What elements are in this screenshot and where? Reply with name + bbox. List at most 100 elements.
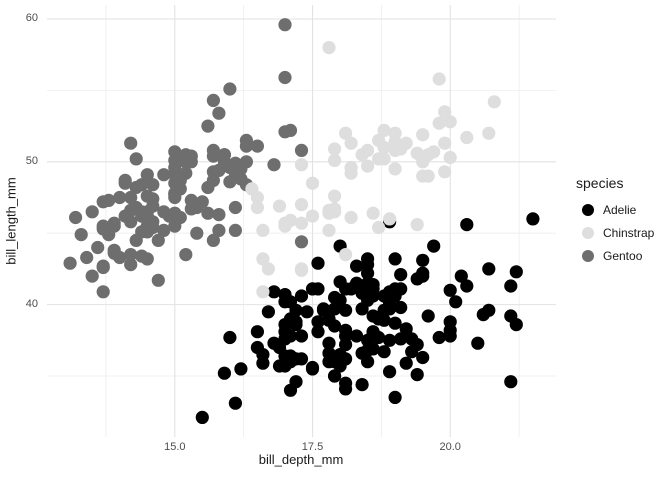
data-point-adelie bbox=[322, 355, 336, 369]
data-point-adelie bbox=[250, 340, 264, 355]
data-point-chinstrap bbox=[256, 223, 270, 237]
legend-title: species bbox=[576, 175, 624, 191]
data-point-chinstrap bbox=[432, 116, 446, 130]
data-point-adelie bbox=[399, 322, 413, 336]
data-point-gentoo bbox=[69, 210, 83, 225]
data-point-chinstrap bbox=[372, 220, 386, 235]
data-point-adelie bbox=[388, 316, 402, 330]
data-point-gentoo bbox=[278, 70, 292, 85]
data-point-gentoo bbox=[201, 180, 215, 195]
data-point-gentoo bbox=[96, 259, 110, 273]
data-point-adelie bbox=[366, 309, 380, 323]
data-point-chinstrap bbox=[294, 262, 309, 276]
data-point-gentoo bbox=[179, 248, 193, 262]
data-point-chinstrap bbox=[383, 212, 397, 226]
data-point-gentoo bbox=[157, 168, 171, 182]
data-point-chinstrap bbox=[410, 146, 424, 160]
data-point-chinstrap bbox=[272, 199, 287, 213]
data-point-chinstrap bbox=[421, 169, 435, 183]
x-axis-title: bill_depth_mm bbox=[258, 452, 344, 467]
data-point-gentoo bbox=[228, 223, 242, 237]
data-point-adelie bbox=[305, 282, 320, 296]
data-point-gentoo bbox=[206, 149, 220, 163]
data-point-adelie bbox=[388, 252, 402, 266]
data-point-adelie bbox=[283, 355, 298, 369]
data-point-gentoo bbox=[239, 133, 253, 147]
data-point-gentoo bbox=[135, 249, 149, 263]
data-point-chinstrap bbox=[388, 162, 402, 176]
data-point-adelie bbox=[460, 279, 474, 293]
data-point-gentoo bbox=[113, 190, 127, 205]
data-point-adelie bbox=[339, 376, 353, 390]
data-point-adelie bbox=[504, 375, 518, 389]
data-point-gentoo bbox=[217, 158, 231, 172]
data-point-chinstrap bbox=[294, 198, 309, 212]
data-point-gentoo bbox=[223, 175, 237, 189]
data-point-adelie bbox=[339, 303, 353, 317]
data-point-chinstrap bbox=[339, 248, 353, 262]
data-point-adelie bbox=[361, 333, 375, 347]
data-point-gentoo bbox=[168, 168, 182, 182]
x-tick-label: 20.0 bbox=[439, 441, 461, 453]
data-point-adelie bbox=[460, 218, 474, 232]
data-point-chinstrap bbox=[388, 143, 402, 157]
data-point-adelie bbox=[350, 259, 364, 273]
data-point-adelie bbox=[339, 282, 353, 296]
data-point-adelie bbox=[316, 302, 331, 316]
data-point-adelie bbox=[267, 336, 281, 350]
data-point-gentoo bbox=[212, 223, 226, 237]
y-tick-label: 50 bbox=[25, 155, 38, 168]
data-point-adelie bbox=[195, 410, 209, 424]
data-point-adelie bbox=[294, 329, 309, 343]
data-point-adelie bbox=[256, 356, 270, 370]
data-point-gentoo bbox=[129, 200, 143, 215]
data-point-chinstrap bbox=[328, 189, 342, 203]
data-point-adelie bbox=[294, 289, 309, 303]
data-point-adelie bbox=[261, 305, 275, 319]
data-point-gentoo bbox=[173, 182, 187, 196]
data-point-adelie bbox=[328, 290, 342, 305]
data-point-gentoo bbox=[146, 178, 160, 192]
data-point-gentoo bbox=[140, 219, 154, 233]
legend-key-chinstrap-icon bbox=[582, 226, 594, 239]
data-point-gentoo bbox=[294, 143, 309, 157]
data-point-adelie bbox=[333, 359, 347, 373]
data-point-adelie bbox=[361, 252, 375, 266]
data-point-adelie bbox=[383, 302, 397, 316]
data-point-chinstrap bbox=[245, 182, 259, 196]
data-point-gentoo bbox=[124, 190, 138, 205]
data-point-adelie bbox=[410, 368, 424, 382]
data-point-chinstrap bbox=[487, 95, 501, 109]
data-point-chinstrap bbox=[261, 262, 275, 276]
legend-key-adelie-icon bbox=[582, 203, 594, 216]
legend-item-adelie: Adelie bbox=[575, 198, 654, 221]
data-point-adelie bbox=[350, 329, 364, 343]
data-point-adelie bbox=[217, 366, 231, 380]
data-point-adelie bbox=[361, 276, 375, 290]
data-point-adelie bbox=[394, 268, 408, 282]
data-point-chinstrap bbox=[250, 200, 264, 215]
data-point-adelie bbox=[443, 323, 457, 337]
data-point-adelie bbox=[305, 360, 320, 375]
data-point-chinstrap bbox=[294, 158, 309, 172]
data-point-gentoo bbox=[168, 145, 182, 159]
data-point-gentoo bbox=[80, 250, 94, 265]
data-point-gentoo bbox=[118, 176, 132, 190]
data-point-adelie bbox=[416, 253, 430, 267]
data-point-gentoo bbox=[151, 273, 165, 287]
data-point-gentoo bbox=[234, 172, 248, 186]
data-point-gentoo bbox=[91, 240, 105, 255]
data-point-chinstrap bbox=[460, 130, 474, 145]
data-point-chinstrap bbox=[366, 206, 380, 220]
data-point-gentoo bbox=[63, 256, 77, 270]
data-point-chinstrap bbox=[278, 216, 292, 230]
data-point-gentoo bbox=[223, 82, 237, 96]
data-point-chinstrap bbox=[344, 160, 358, 175]
data-point-gentoo bbox=[118, 209, 132, 223]
data-point-adelie bbox=[300, 305, 314, 319]
data-point-adelie bbox=[509, 265, 523, 279]
data-point-chinstrap bbox=[416, 128, 430, 142]
data-point-chinstrap bbox=[256, 252, 270, 266]
data-point-gentoo bbox=[74, 228, 88, 242]
